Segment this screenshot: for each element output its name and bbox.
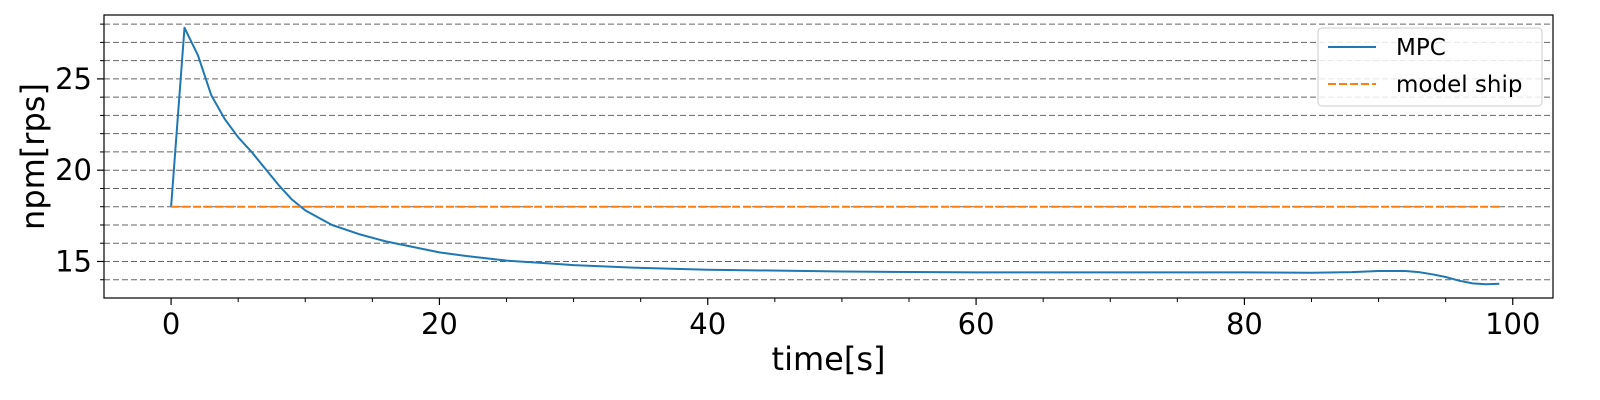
series-line-0 [170,26,1500,286]
x-tick-label: 80 [1226,307,1263,341]
y-axis-title: npm[rps] [14,83,52,230]
legend-label-1: model ship [1396,72,1522,98]
axes-frame [103,14,1554,299]
x-tick-label: 40 [689,307,726,341]
x-tick-label: 100 [1485,307,1540,341]
x-tick-label: 0 [162,307,180,341]
x-tick-label: 60 [958,307,995,341]
plot-area [104,15,1553,298]
x-tick-label: 20 [421,307,458,341]
y-tick-label: 25 [55,62,92,96]
legend-label-0: MPC [1396,35,1446,61]
x-axis-title: time[s] [772,340,886,378]
y-tick-label: 20 [55,153,92,187]
y-tick-label: 15 [55,244,92,278]
